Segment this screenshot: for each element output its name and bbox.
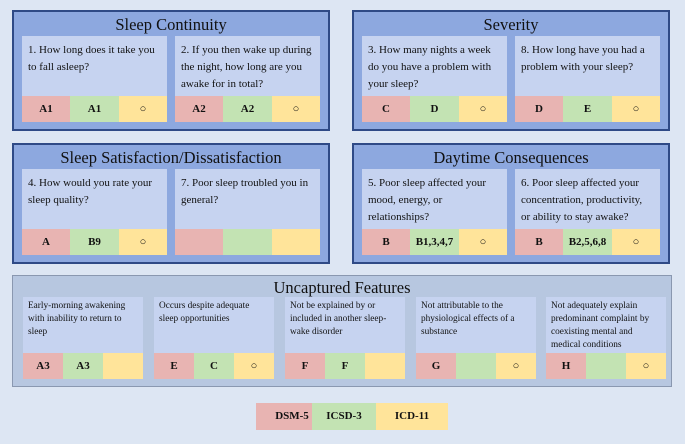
feature-text: Early-morning awakening with inability t… xyxy=(28,301,126,337)
sleep-satisfaction-panel: Sleep Satisfaction/Dissatisfaction 4. Ho… xyxy=(12,143,330,264)
dsm-cell: B xyxy=(515,229,563,255)
sleep-continuity-panel: Sleep Continuity 1. How long does it tak… xyxy=(12,10,330,131)
daytime-consequences-panel: Daytime Consequences 5. Poor sleep affec… xyxy=(352,143,670,264)
dsm-cell: B xyxy=(362,229,410,255)
question-text: 4. How would you rate your sleep quality… xyxy=(28,177,153,206)
uncaptured-item: Not adequately explain predominant compl… xyxy=(546,297,666,379)
question-card-8: 8. How long have you had a problem with … xyxy=(515,36,660,122)
uncaptured-item: Not be explained by or included in anoth… xyxy=(285,297,405,379)
dsm-cell: G xyxy=(416,353,456,379)
icd-cell xyxy=(103,353,143,379)
dsm-cell: A1 xyxy=(22,96,70,122)
question-card-2: 2. If you then wake up during the night,… xyxy=(175,36,320,122)
dsm-cell: C xyxy=(362,96,410,122)
icd-cell xyxy=(365,353,405,379)
icsd-cell: D xyxy=(410,96,459,122)
question-card-6: 6. Poor sleep affected your concentratio… xyxy=(515,169,660,255)
icd-cell: ○ xyxy=(234,353,274,379)
uncaptured-item: Early-morning awakening with inability t… xyxy=(23,297,143,379)
dsm-cell: A xyxy=(22,229,70,255)
question-card-4: 4. How would you rate your sleep quality… xyxy=(22,169,167,255)
dsm-cell: H xyxy=(546,353,586,379)
icsd-cell: C xyxy=(194,353,234,379)
uncaptured-item: Occurs despite adequate sleep opportunit… xyxy=(154,297,274,379)
panel-title: Uncaptured Features xyxy=(273,278,411,297)
icd-cell: ○ xyxy=(612,96,660,122)
icd-cell: ○ xyxy=(459,229,507,255)
icd-cell: ○ xyxy=(459,96,507,122)
dsm-cell: A3 xyxy=(23,353,63,379)
panel-title: Severity xyxy=(483,15,539,34)
panel-title: Sleep Satisfaction/Dissatisfaction xyxy=(60,148,282,167)
question-text: 6. Poor sleep affected your concentratio… xyxy=(521,177,643,223)
dsm-cell xyxy=(175,229,223,255)
dsm-cell: F xyxy=(285,353,325,379)
question-text: 2. If you then wake up during the night,… xyxy=(181,44,312,90)
icsd-cell: A2 xyxy=(223,96,272,122)
icd-cell xyxy=(272,229,320,255)
icsd-cell: B1,3,4,7 xyxy=(410,229,459,255)
question-text: 5. Poor sleep affected your mood, energy… xyxy=(368,177,487,223)
uncaptured-item: Not attributable to the physiological ef… xyxy=(416,297,536,379)
icsd-cell: B2,5,6,8 xyxy=(563,229,612,255)
feature-text: Occurs despite adequate sleep opportunit… xyxy=(159,301,250,324)
icd-cell: ○ xyxy=(119,96,167,122)
question-text: 7. Poor sleep troubled you in general? xyxy=(181,177,309,206)
icsd-cell xyxy=(456,353,496,379)
feature-text: Not be explained by or included in anoth… xyxy=(290,301,387,337)
icd-cell: ○ xyxy=(496,353,536,379)
legend-icsd3: ICSD-3 xyxy=(312,403,376,430)
dsm-cell: E xyxy=(154,353,194,379)
icsd-cell xyxy=(586,353,626,379)
question-card-5: 5. Poor sleep affected your mood, energy… xyxy=(362,169,507,255)
uncaptured-features-panel: Uncaptured Features Early-morning awaken… xyxy=(12,275,672,387)
icd-cell: ○ xyxy=(626,353,666,379)
question-text: 1. How long does it take you to fall asl… xyxy=(28,44,155,73)
icsd-cell: B9 xyxy=(70,229,119,255)
icsd-cell: F xyxy=(325,353,365,379)
feature-text: Not attributable to the physiological ef… xyxy=(421,301,515,337)
icsd-cell: A1 xyxy=(70,96,119,122)
feature-text: Not adequately explain predominant compl… xyxy=(551,301,650,350)
question-card-1: 1. How long does it take you to fall asl… xyxy=(22,36,167,122)
legend-icd11: ICD-11 xyxy=(376,403,448,430)
severity-panel: Severity 3. How many nights a week do yo… xyxy=(352,10,670,131)
panel-title: Sleep Continuity xyxy=(115,15,227,34)
panel-title: Daytime Consequences xyxy=(433,148,589,167)
question-text: 3. How many nights a week do you have a … xyxy=(368,44,492,90)
icsd-cell xyxy=(223,229,272,255)
dsm-cell: D xyxy=(515,96,563,122)
icd-cell: ○ xyxy=(272,96,320,122)
dsm-cell: A2 xyxy=(175,96,223,122)
question-card-3: 3. How many nights a week do you have a … xyxy=(362,36,507,122)
question-text: 8. How long have you had a problem with … xyxy=(521,44,645,73)
icd-cell: ○ xyxy=(119,229,167,255)
icsd-cell: E xyxy=(563,96,612,122)
icsd-cell: A3 xyxy=(63,353,103,379)
question-card-7: 7. Poor sleep troubled you in general? xyxy=(175,169,320,255)
icd-cell: ○ xyxy=(612,229,660,255)
